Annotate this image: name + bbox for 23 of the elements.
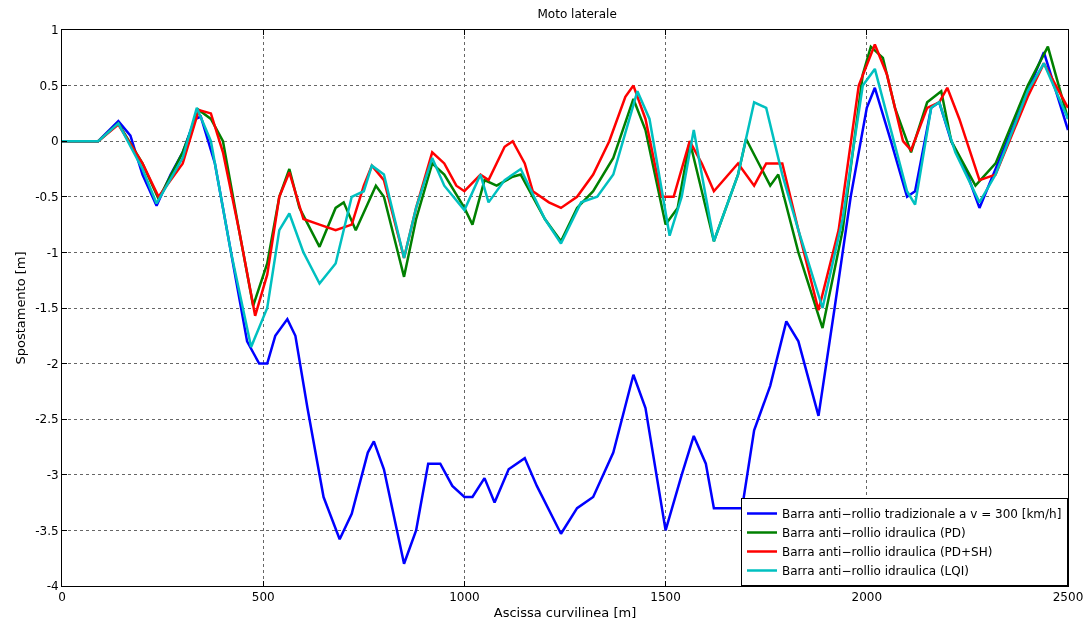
x-tick-label: 2000 — [851, 590, 883, 605]
x-tick-label: 1000 — [449, 590, 480, 605]
y-axis-title: Spostamento [m] — [13, 251, 29, 365]
y-tick-label: -1.5 — [35, 301, 59, 316]
y-tick-label: -4 — [46, 579, 59, 594]
x-axis-title: Ascissa curvilinea [m] — [493, 605, 637, 620]
y-tick-label: -3 — [46, 468, 59, 482]
legend-label: Barra anti−rollio tradizionale a v = 300 [km/h] — [782, 507, 1062, 522]
y-tick-label: 0.5 — [39, 78, 59, 93]
y-tick-label: -1 — [46, 245, 59, 260]
y-tick-label: 0 — [50, 134, 59, 149]
legend-label: Barra anti−rollio idraulica (PD) — [782, 526, 966, 541]
x-tick-label: 2500 — [1052, 590, 1084, 605]
chart-title: Moto laterale — [537, 6, 617, 21]
legend-label: Barra anti−rollio idraulica (PD+SH) — [782, 545, 993, 560]
x-tick-label: 1500 — [650, 590, 681, 605]
x-tick-label: 500 — [251, 590, 275, 605]
y-tick-label: -0.5 — [35, 190, 59, 204]
legend-label: Barra anti−rollio idraulica (LQI) — [782, 564, 969, 579]
y-tick-label: -3.5 — [35, 523, 59, 538]
y-tick-label: 1 — [50, 23, 59, 38]
y-tick-label: -2.5 — [35, 412, 59, 427]
y-tick-label: -2 — [46, 356, 59, 371]
